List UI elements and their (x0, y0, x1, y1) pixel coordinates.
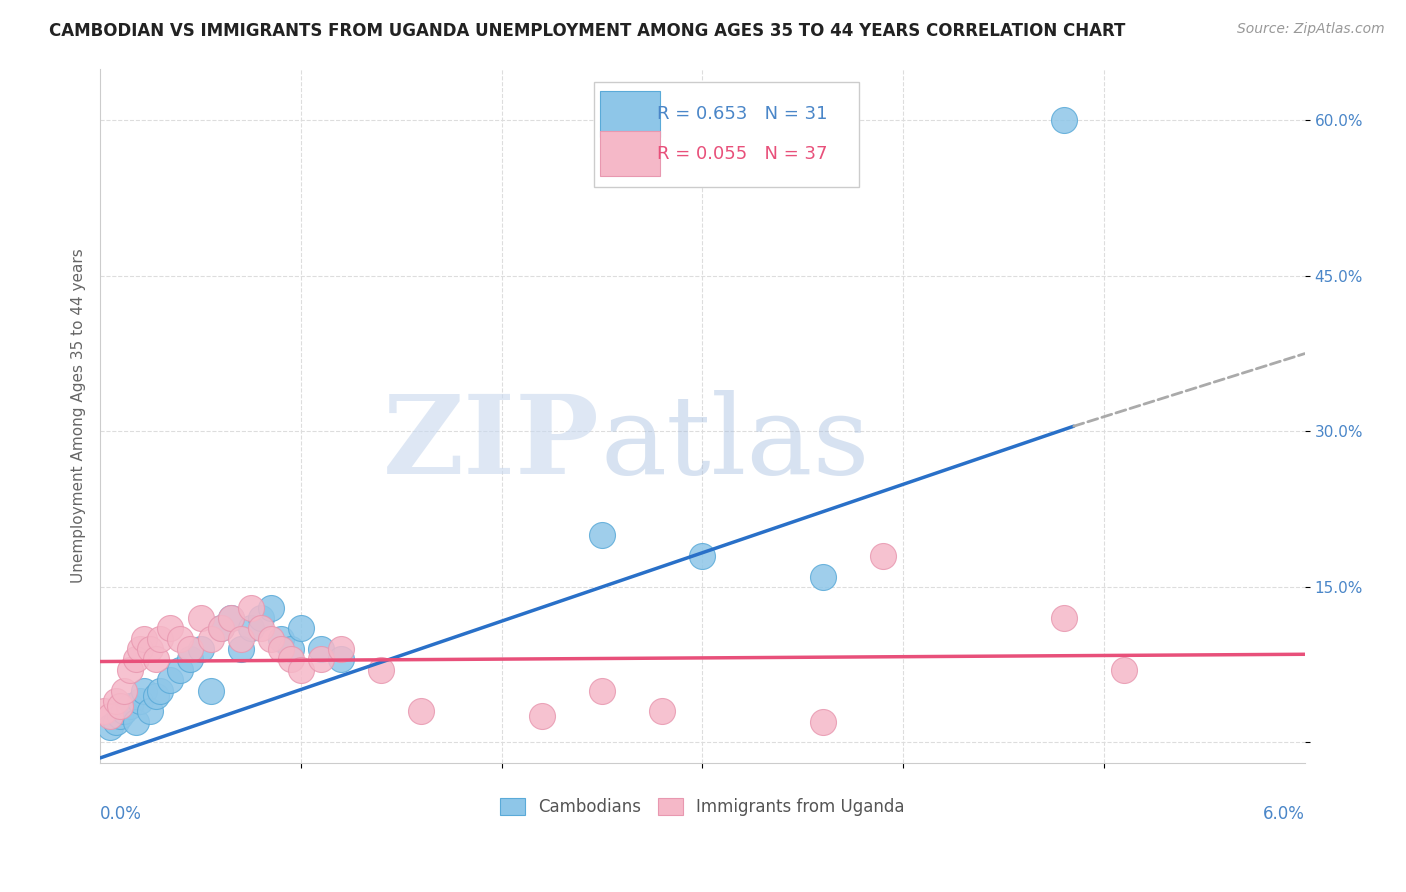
Text: ZIP: ZIP (384, 390, 600, 497)
Point (93, 704, 115, 718)
Y-axis label: Unemployment Among Ages 35 to 44 years: Unemployment Among Ages 35 to 44 years (72, 249, 86, 583)
Point (309, 652, 332, 666)
Point (108, 709, 131, 723)
Text: 0.0%: 0.0% (100, 805, 142, 822)
Point (169, 663, 191, 677)
Point (1053, 113, 1076, 128)
Point (149, 683, 172, 698)
Point (98, 709, 121, 723)
Point (209, 621, 232, 635)
Point (139, 642, 162, 657)
Point (159, 673, 181, 688)
Point (229, 642, 252, 657)
FancyBboxPatch shape (600, 92, 661, 136)
Point (179, 642, 201, 657)
Point (270, 632, 292, 646)
Point (200, 632, 222, 646)
Point (159, 621, 181, 635)
Point (239, 621, 262, 635)
FancyBboxPatch shape (593, 82, 859, 186)
Text: Source: ZipAtlas.com: Source: ZipAtlas.com (1237, 22, 1385, 37)
Point (145, 652, 167, 666)
Point (112, 704, 135, 718)
Point (290, 621, 312, 635)
Point (125, 714, 148, 729)
Point (219, 611, 242, 625)
Point (139, 704, 162, 718)
Point (108, 699, 131, 714)
Point (1112, 663, 1135, 677)
Point (112, 683, 135, 698)
Point (309, 642, 332, 657)
Point (370, 663, 392, 677)
Point (219, 611, 242, 625)
Point (651, 704, 673, 718)
Point (249, 611, 271, 625)
Point (179, 652, 201, 666)
Point (200, 683, 222, 698)
Point (1053, 611, 1076, 625)
Point (872, 549, 894, 563)
Point (169, 632, 191, 646)
Point (411, 704, 433, 718)
Point (134, 683, 156, 698)
Point (145, 689, 167, 703)
Text: R = 0.055   N = 37: R = 0.055 N = 37 (657, 145, 827, 163)
Point (260, 632, 283, 646)
Point (209, 621, 232, 635)
Point (129, 642, 152, 657)
Point (190, 642, 212, 657)
Point (239, 600, 262, 615)
Point (125, 652, 148, 666)
Text: R = 0.653   N = 31: R = 0.653 N = 31 (657, 105, 827, 123)
Point (280, 642, 302, 657)
Point (330, 642, 353, 657)
Point (270, 642, 292, 657)
Point (120, 699, 142, 714)
Point (591, 528, 613, 542)
Point (149, 632, 172, 646)
Text: 6.0%: 6.0% (1263, 805, 1305, 822)
Point (190, 611, 212, 625)
Point (692, 549, 714, 563)
Point (134, 632, 156, 646)
Point (229, 632, 252, 646)
Text: CAMBODIAN VS IMMIGRANTS FROM UGANDA UNEMPLOYMENT AMONG AGES 35 TO 44 YEARS CORRE: CAMBODIAN VS IMMIGRANTS FROM UGANDA UNEM… (49, 22, 1126, 40)
Point (105, 694, 128, 708)
Point (280, 652, 302, 666)
Point (811, 714, 834, 729)
Point (249, 621, 271, 635)
Point (811, 569, 834, 583)
Point (120, 663, 142, 677)
Text: atlas: atlas (600, 390, 870, 497)
Point (591, 683, 613, 698)
Legend: Cambodians, Immigrants from Uganda: Cambodians, Immigrants from Uganda (492, 789, 912, 824)
Point (105, 714, 128, 729)
Point (98, 720, 121, 734)
Point (129, 694, 152, 708)
FancyBboxPatch shape (600, 131, 661, 177)
Point (330, 652, 353, 666)
Point (530, 709, 553, 723)
Point (290, 663, 312, 677)
Point (260, 600, 283, 615)
